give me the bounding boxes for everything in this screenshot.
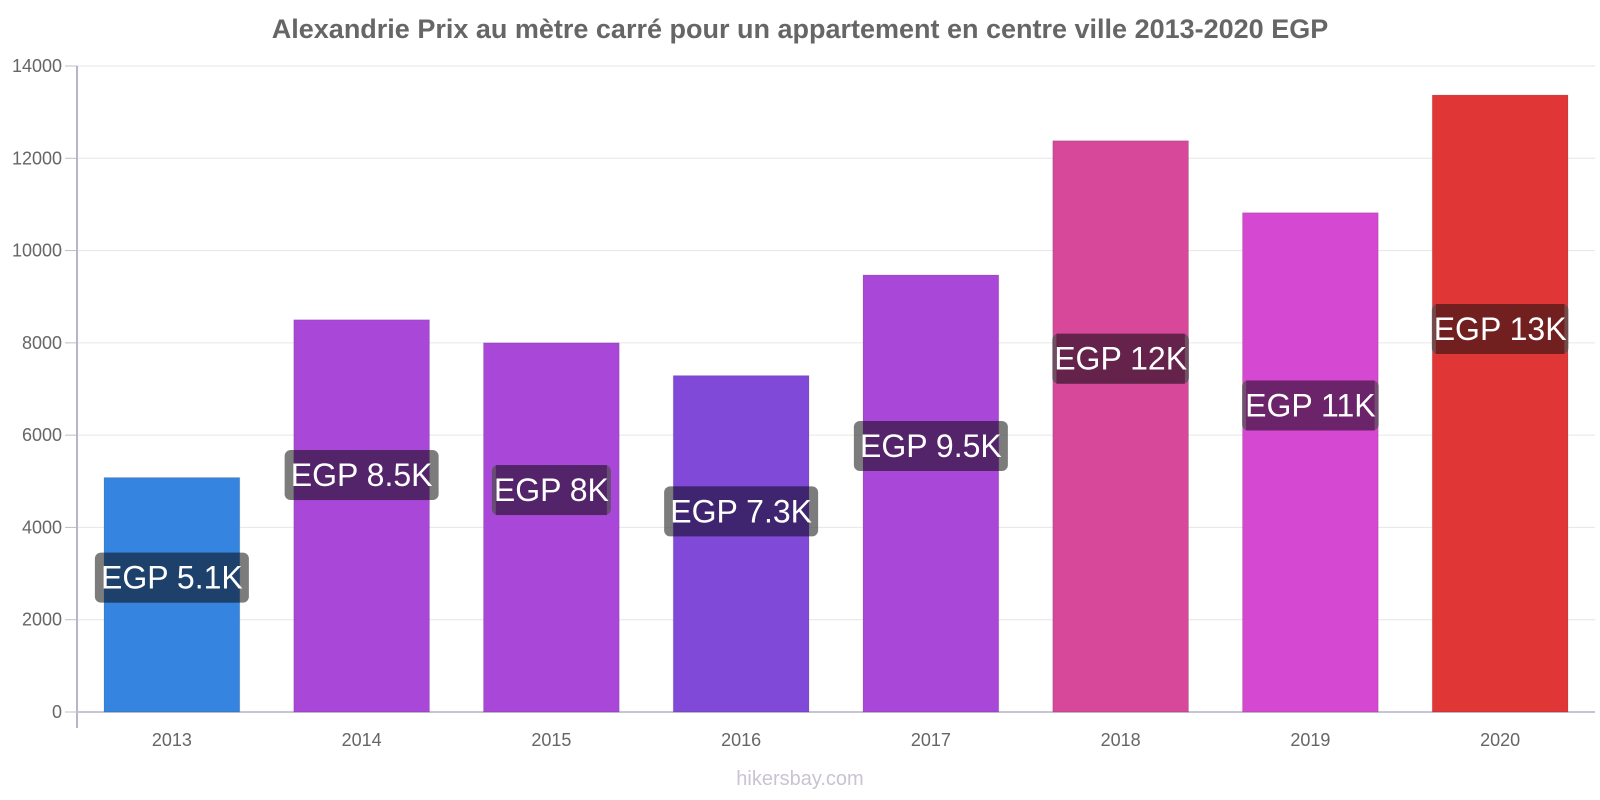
- x-tick-label: 2015: [531, 730, 571, 750]
- chart-title: Alexandrie Prix au mètre carré pour un a…: [271, 14, 1329, 44]
- data-label-2015: EGP 8K: [491, 465, 611, 516]
- y-tick-label: 6000: [22, 425, 62, 445]
- bar-2017[interactable]: [862, 274, 1000, 713]
- y-axis: 0 2000 4000 6000 8000 10000 12000 14000: [12, 56, 78, 728]
- data-label-2016: EGP 7.3K: [664, 486, 819, 537]
- data-label-2014: EGP 8.5K: [284, 450, 439, 501]
- data-label-fill: [1246, 380, 1375, 431]
- data-label-fill: [1435, 303, 1565, 354]
- bars: [103, 94, 1569, 713]
- bar-2014[interactable]: [293, 319, 430, 713]
- y-tick-label: 4000: [22, 517, 62, 537]
- bar-2016[interactable]: [672, 375, 810, 713]
- data-label-fill: [863, 420, 999, 471]
- y-tick-label: 8000: [22, 333, 62, 353]
- bar-2020[interactable]: [1431, 94, 1569, 713]
- bar-2018[interactable]: [1052, 140, 1189, 713]
- data-label-text: EGP 7.3K: [670, 493, 812, 529]
- data-labels: EGP 5.1K EGP 8.5K EGP 8K EGP 7.3K EGP 9.5K EG…: [94, 303, 1569, 603]
- data-label-2017: EGP 9.5K: [853, 420, 1008, 471]
- x-tick-label: 2018: [1101, 730, 1141, 750]
- y-tick-label: 14000: [12, 56, 62, 76]
- x-tick-label: 2014: [342, 730, 382, 750]
- data-label-text: EGP 13K: [1434, 311, 1567, 347]
- data-label-fill: [673, 486, 809, 537]
- data-label-fill: [104, 552, 240, 603]
- x-tick-label: 2016: [721, 730, 761, 750]
- bar-2015[interactable]: [483, 342, 620, 713]
- x-tick-label: 2020: [1480, 730, 1520, 750]
- data-label-text: EGP 9.5K: [860, 428, 1002, 464]
- x-tick-label: 2019: [1290, 730, 1330, 750]
- x-tick-label: 2013: [152, 730, 192, 750]
- data-label-2018: EGP 12K: [1052, 333, 1189, 384]
- data-label-fill: [293, 450, 430, 501]
- bar-2019[interactable]: [1242, 212, 1379, 713]
- data-label-text: EGP 8.5K: [291, 457, 433, 493]
- x-tick-label: 2017: [911, 730, 951, 750]
- data-label-2020: EGP 13K: [1431, 303, 1569, 354]
- data-label-text: EGP 11K: [1245, 387, 1375, 423]
- data-label-fill: [1056, 333, 1185, 384]
- y-tick-label: 12000: [12, 148, 62, 168]
- data-label-text: EGP 12K: [1054, 341, 1187, 377]
- x-axis: 2013 2014 2015 2016 2017 2018 2019 2020: [77, 711, 1595, 750]
- y-tick-label: 2000: [22, 610, 62, 630]
- data-label-2013: EGP 5.1K: [94, 552, 249, 603]
- y-tick-label: 10000: [12, 241, 62, 261]
- data-label-fill: [495, 465, 607, 516]
- source-watermark: hikersbay.com: [736, 768, 864, 790]
- data-label-2019: EGP 11K: [1242, 380, 1379, 431]
- data-label-text: EGP 8K: [494, 472, 609, 508]
- data-label-text: EGP 5.1K: [101, 560, 243, 596]
- y-tick-label: 0: [52, 702, 62, 722]
